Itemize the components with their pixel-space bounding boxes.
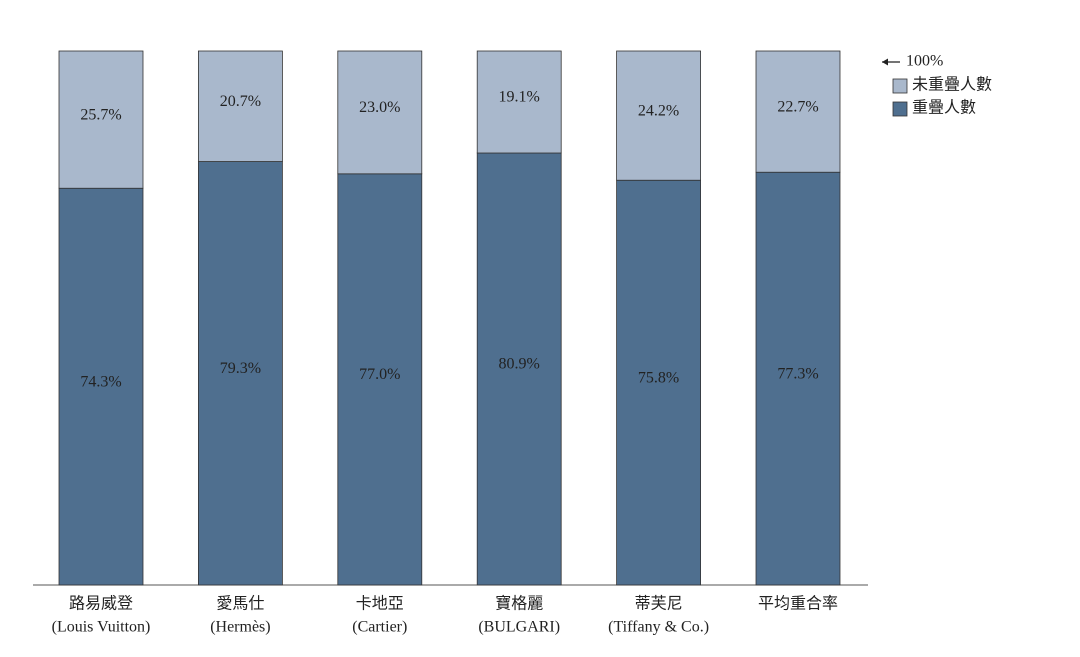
x-tick-label: 平均重合率 <box>758 595 838 613</box>
x-tick-label: (Louis Vuitton) <box>52 619 151 636</box>
value-label: 23.0% <box>359 99 400 116</box>
legend-label: 未重疊人數 <box>912 76 992 94</box>
legend-annotation: 100% <box>906 53 943 70</box>
bar-segment <box>476 152 562 586</box>
x-tick-label: (BULGARI) <box>478 619 560 636</box>
value-label: 77.3% <box>777 365 818 382</box>
value-label: 80.9% <box>499 356 540 373</box>
value-label: 77.0% <box>359 366 400 383</box>
bar-segment <box>616 50 701 181</box>
value-label: 75.8% <box>638 369 679 386</box>
bar-segment <box>58 187 144 586</box>
value-label: 79.3% <box>220 360 261 377</box>
bar-segment <box>58 50 144 189</box>
value-label: 19.1% <box>499 89 540 106</box>
value-label: 20.7% <box>220 93 261 110</box>
bar-segment <box>755 50 841 173</box>
bar-segment <box>476 50 562 154</box>
x-tick-label: 寶格麗 <box>495 594 543 613</box>
bar-segment <box>616 179 701 586</box>
bar-segment <box>755 171 841 586</box>
legend-arrow-head <box>882 58 888 66</box>
bar-segment <box>197 161 283 586</box>
value-label: 25.7% <box>80 106 121 123</box>
x-tick-label: (Tiffany & Co.) <box>608 619 709 636</box>
x-tick-label: (Cartier) <box>352 619 407 636</box>
value-label: 74.3% <box>80 373 121 390</box>
x-tick-label: 卡地亞 <box>356 595 404 613</box>
legend-swatch <box>892 101 908 117</box>
bar-segment <box>337 173 423 586</box>
bar-segment <box>197 50 283 162</box>
x-tick-label: 蒂芙尼 <box>635 595 683 613</box>
legend-swatch <box>892 78 908 94</box>
value-label: 22.7% <box>777 98 818 115</box>
x-tick-label: (Hermès) <box>210 619 270 636</box>
x-tick-label: 愛馬仕 <box>216 595 264 613</box>
legend-label: 重疊人數 <box>912 99 976 117</box>
x-tick-label: 路易威登 <box>69 595 133 613</box>
bar-segment <box>337 50 423 175</box>
value-label: 24.2% <box>638 102 679 119</box>
